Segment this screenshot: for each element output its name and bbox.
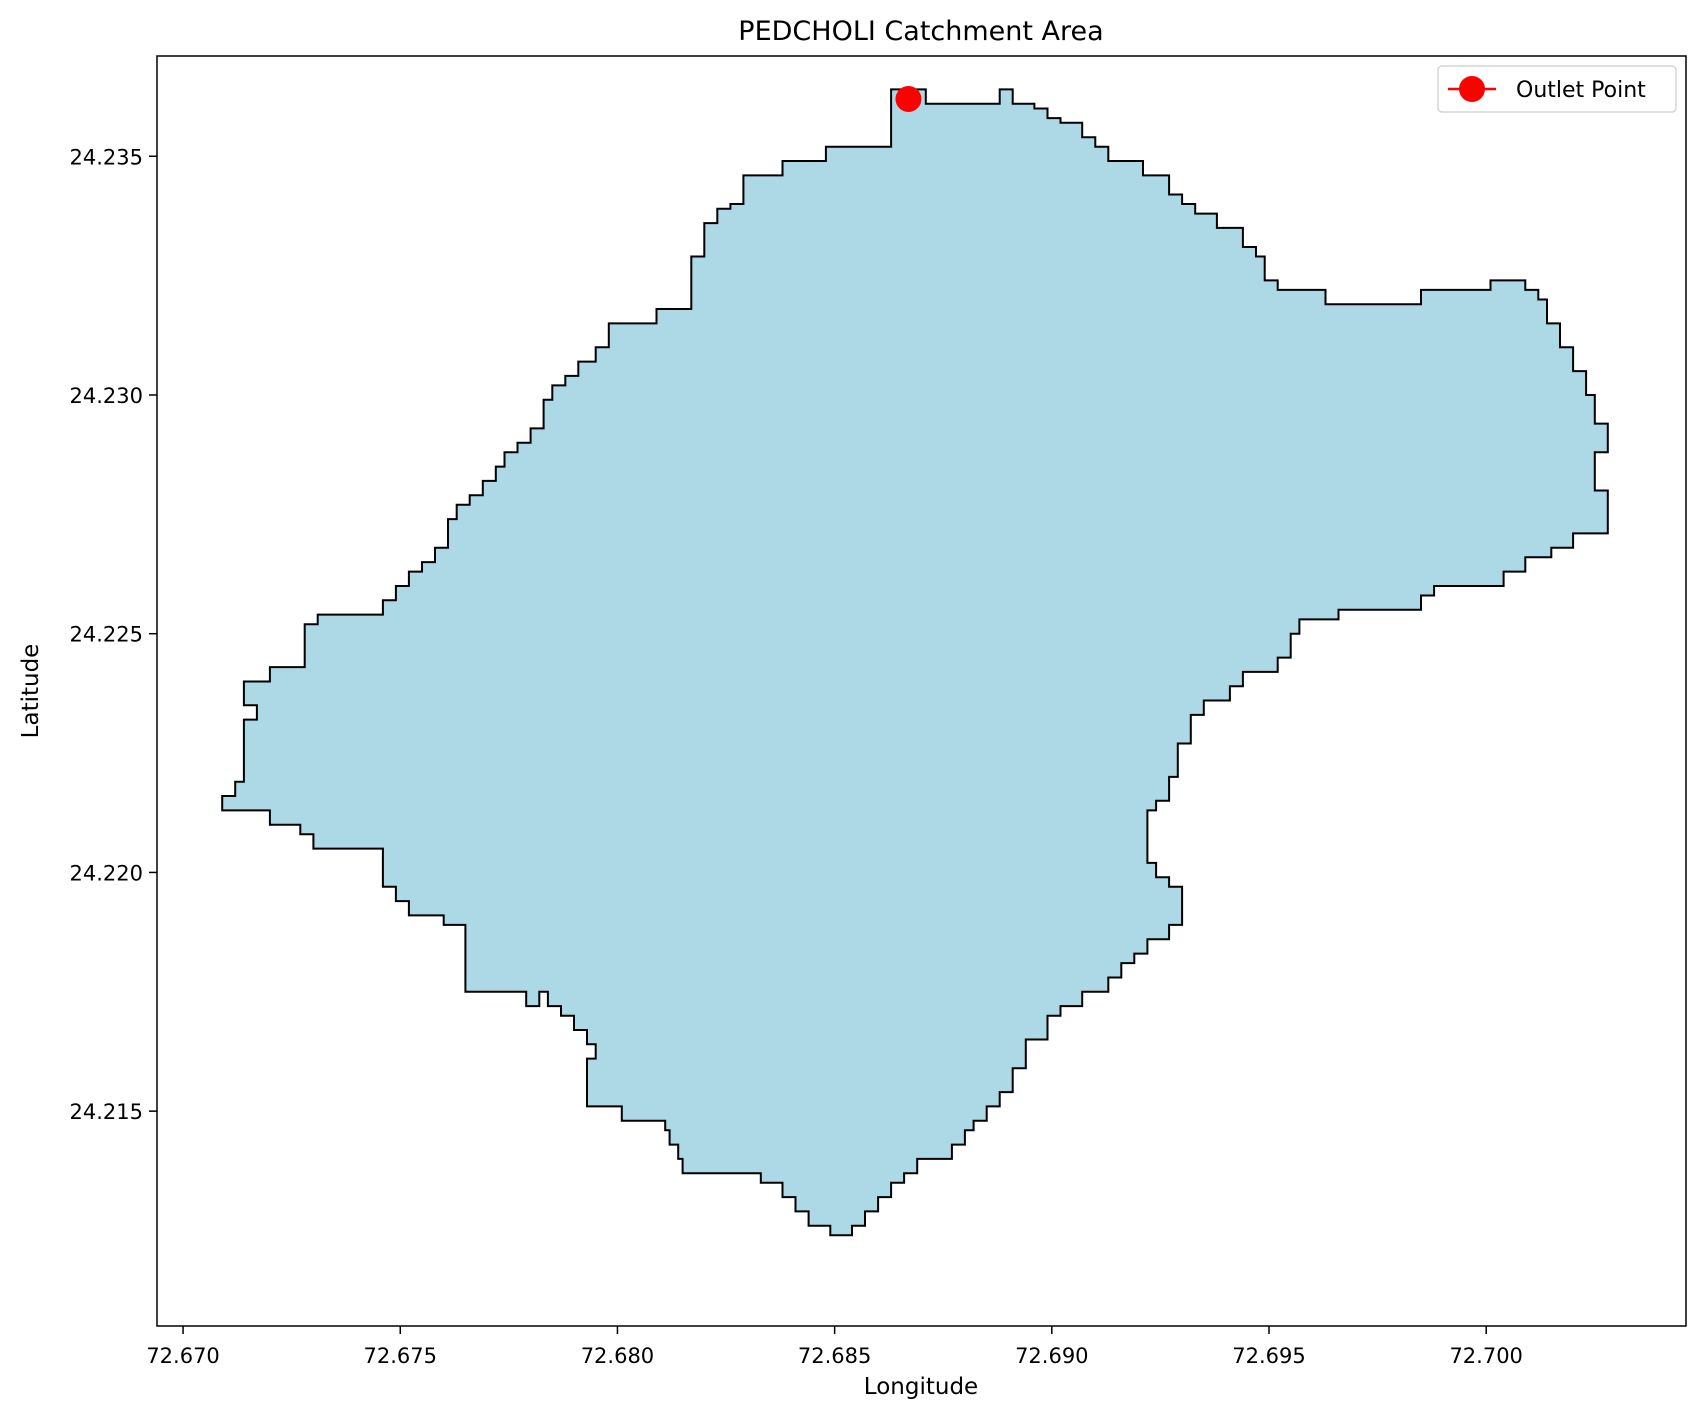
y-tick-label: 24.225 xyxy=(70,623,143,647)
outlet-point-marker xyxy=(895,85,922,112)
x-tick-label: 72.690 xyxy=(1015,1344,1088,1368)
legend: Outlet Point xyxy=(1437,65,1677,113)
y-tick-label: 24.215 xyxy=(70,1100,143,1124)
y-tick-label: 24.235 xyxy=(70,145,143,169)
x-tick-label: 72.675 xyxy=(364,1344,437,1368)
legend-box xyxy=(1437,65,1677,113)
plot-area xyxy=(221,85,1609,1237)
x-tick-label: 72.695 xyxy=(1232,1344,1305,1368)
y-tick-label: 24.230 xyxy=(70,384,143,408)
legend-label: Outlet Point xyxy=(1516,78,1646,103)
axes-frame xyxy=(156,55,1687,1327)
x-axis: 72.670 72.675 72.680 72.685 72.690 72.695 72.7… xyxy=(146,1326,1523,1368)
x-tick-label: 72.685 xyxy=(798,1344,871,1368)
x-axis-label: Longitude xyxy=(864,1374,978,1400)
x-tick-label: 72.700 xyxy=(1449,1344,1522,1368)
y-tick-label: 24.220 xyxy=(70,861,143,885)
legend-marker xyxy=(1459,76,1485,102)
x-tick-label: 72.680 xyxy=(581,1344,654,1368)
catchment-polygon xyxy=(221,88,1609,1237)
y-axis: 24.215 24.220 24.225 24.230 24.235 xyxy=(70,145,157,1124)
x-tick-label: 72.670 xyxy=(146,1344,219,1368)
chart-title: PEDCHOLI Catchment Area xyxy=(738,16,1103,47)
y-axis-label: Latitude xyxy=(18,644,44,739)
